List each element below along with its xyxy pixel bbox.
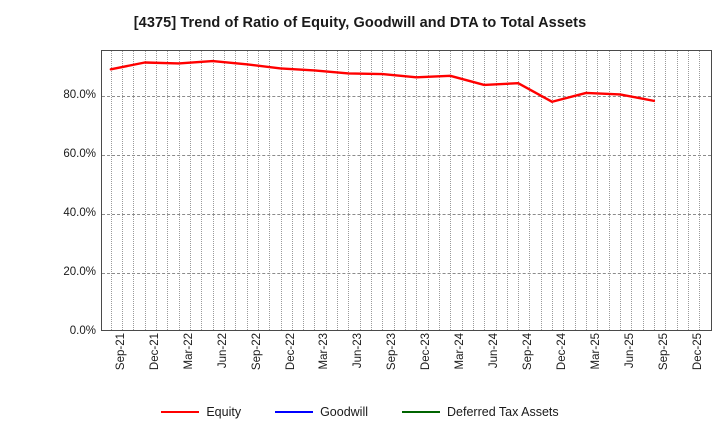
gridline-vertical xyxy=(190,51,192,330)
gridline-vertical xyxy=(540,51,542,330)
legend-item-goodwill[interactable]: Goodwill xyxy=(275,405,368,419)
legend-label: Goodwill xyxy=(320,405,369,419)
x-axis-tick-label: Jun-22 xyxy=(216,333,229,369)
legend-swatch-icon xyxy=(161,411,200,413)
gridline-vertical xyxy=(337,51,339,330)
x-axis-tick-label: Jun-24 xyxy=(488,333,501,369)
gridline-vertical xyxy=(167,51,169,330)
gridline-vertical xyxy=(235,51,237,330)
gridline-vertical xyxy=(472,51,474,330)
gridline-vertical xyxy=(359,51,361,330)
gridline-vertical xyxy=(653,51,655,330)
y-axis-tick-label: 60.0% xyxy=(63,147,96,160)
gridline-vertical xyxy=(552,51,554,330)
gridline-horizontal xyxy=(102,95,711,97)
gridline-vertical xyxy=(619,51,621,330)
x-axis-tick-label: Sep-24 xyxy=(522,333,535,371)
legend-label: Equity xyxy=(206,405,242,419)
gridline-vertical xyxy=(178,51,180,330)
y-axis-tick-label: 20.0% xyxy=(63,265,96,278)
gridline-vertical xyxy=(325,51,327,330)
gridline-vertical xyxy=(687,51,689,330)
gridline-vertical xyxy=(416,51,418,330)
gridline-vertical xyxy=(371,51,373,330)
x-axis-tick-label: Mar-22 xyxy=(182,333,195,370)
gridline-vertical xyxy=(586,51,588,330)
gridline-vertical xyxy=(461,51,463,330)
gridline-vertical xyxy=(291,51,293,330)
gridline-horizontal xyxy=(102,213,711,215)
x-axis-tick-label: Dec-24 xyxy=(556,333,569,371)
gridline-vertical xyxy=(574,51,576,330)
y-axis-tick-label: 0.0% xyxy=(69,325,96,337)
x-axis-tick-label: Dec-23 xyxy=(420,333,433,371)
x-axis-tick-label: Mar-24 xyxy=(454,333,467,370)
legend-item-deferred-tax-assets[interactable]: Deferred Tax Assets xyxy=(402,405,559,419)
x-axis-tick-label: Sep-22 xyxy=(250,333,263,371)
gridline-vertical xyxy=(303,51,305,330)
series-line-equity xyxy=(109,59,656,103)
x-axis-tick-label: Dec-25 xyxy=(691,333,704,371)
gridline-vertical xyxy=(438,51,440,330)
gridline-vertical xyxy=(676,51,678,330)
gridline-vertical xyxy=(122,51,124,330)
x-axis-tick-label: Mar-25 xyxy=(590,333,603,370)
gridline-vertical xyxy=(484,51,486,330)
x-axis-tick-label: Sep-23 xyxy=(386,333,399,371)
x-axis-tick-label: Mar-23 xyxy=(318,333,331,370)
chart-legend: Equity Goodwill Deferred Tax Assets xyxy=(0,405,720,419)
x-axis-tick-label: Jun-23 xyxy=(352,333,365,369)
legend-item-equity[interactable]: Equity xyxy=(161,405,241,419)
gridline-vertical xyxy=(450,51,452,330)
gridline-vertical xyxy=(110,51,112,330)
gridline-vertical xyxy=(212,51,214,330)
gridline-vertical xyxy=(665,51,667,330)
gridline-vertical xyxy=(223,51,225,330)
gridline-vertical xyxy=(269,51,271,330)
x-axis-tick-label: Jun-25 xyxy=(623,333,636,369)
gridline-vertical xyxy=(156,51,158,330)
gridline-vertical xyxy=(506,51,508,330)
gridline-vertical xyxy=(608,51,610,330)
gridline-vertical xyxy=(314,51,316,330)
gridline-vertical xyxy=(427,51,429,330)
gridline-vertical xyxy=(257,51,259,330)
y-axis: 0.0% 20.0% 40.0% 60.0% 80.0% xyxy=(0,50,96,337)
gridline-vertical xyxy=(144,51,146,330)
gridline-vertical xyxy=(495,51,497,330)
gridline-vertical xyxy=(405,51,406,330)
gridline-vertical xyxy=(518,51,520,330)
gridline-horizontal xyxy=(102,272,711,274)
gridline-vertical xyxy=(133,51,135,330)
gridline-horizontal xyxy=(102,154,711,156)
legend-label: Deferred Tax Assets xyxy=(447,405,559,419)
y-axis-tick-label: 80.0% xyxy=(63,88,96,101)
legend-swatch-icon xyxy=(402,411,441,413)
y-axis-tick-label: 40.0% xyxy=(63,206,96,219)
x-axis-tick-label: Dec-22 xyxy=(284,333,297,371)
gridline-vertical xyxy=(348,51,350,330)
gridline-vertical xyxy=(382,51,384,330)
gridline-vertical xyxy=(280,51,282,330)
gridline-vertical xyxy=(710,51,711,330)
x-axis-tick-label: Sep-25 xyxy=(657,333,670,371)
gridline-vertical xyxy=(246,51,248,330)
gridline-vertical xyxy=(642,51,644,330)
x-axis-tick-label: Sep-21 xyxy=(114,333,127,371)
gridline-vertical xyxy=(201,51,203,330)
x-axis: Sep-21 Dec-21 Mar-22 Jun-22 Sep-22 Dec-22 Mar-… xyxy=(101,333,712,403)
gridline-vertical xyxy=(529,51,531,330)
gridline-vertical xyxy=(699,51,701,330)
gridline-vertical xyxy=(393,51,395,330)
x-axis-tick-label: Dec-21 xyxy=(148,333,161,371)
gridline-vertical xyxy=(597,51,599,330)
chart-title: [4375] Trend of Ratio of Equity, Goodwil… xyxy=(133,15,587,31)
series-layer xyxy=(109,59,656,103)
gridline-vertical xyxy=(631,51,633,330)
legend-swatch-icon xyxy=(275,411,314,413)
plot-area xyxy=(101,50,712,331)
gridline-vertical xyxy=(563,51,565,330)
